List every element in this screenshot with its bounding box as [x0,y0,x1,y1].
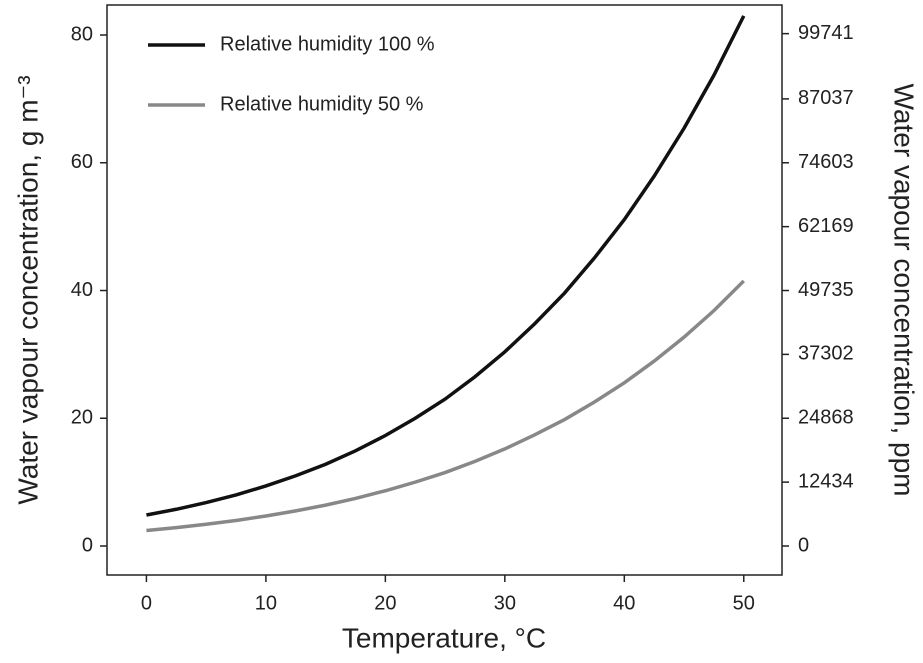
y2-tick-label: 0 [798,534,809,556]
y-tick-label: 20 [71,407,93,429]
y-tick-label: 40 [71,279,93,301]
y-tick-label: 80 [71,23,93,45]
y2-tick-label: 24868 [798,407,854,429]
y2-tick-label: 49735 [798,279,854,301]
x-tick-label: 50 [733,592,755,614]
x-tick-label: 20 [374,592,396,614]
y2-tick-label: 99741 [798,22,854,44]
plot-frame [106,4,783,576]
x-tick-label: 30 [494,592,516,614]
x-tick-label: 40 [613,592,635,614]
y2-axis-title: Water vapour concentration, ppm [889,84,920,497]
series-line [146,279,746,533]
y-tick-label: 0 [82,534,93,556]
x-tick-label: 10 [255,592,277,614]
y2-tick-label: 74603 [798,151,854,173]
series-line [146,15,746,517]
y2-tick-label: 62169 [798,215,854,237]
y-tick-label: 60 [71,151,93,173]
y2-tick-label: 87037 [798,87,854,109]
x-tick-label: 0 [141,592,152,614]
legend-label: Relative humidity 50 % [220,93,424,115]
y2-tick-label: 37302 [798,343,854,365]
legend-label: Relative humidity 100 % [220,33,435,55]
y2-tick-label: 12434 [798,470,854,492]
y-axis-title: Water vapour concentration, g m⁻³ [12,75,43,504]
x-axis-title: Temperature, °C [342,622,546,653]
